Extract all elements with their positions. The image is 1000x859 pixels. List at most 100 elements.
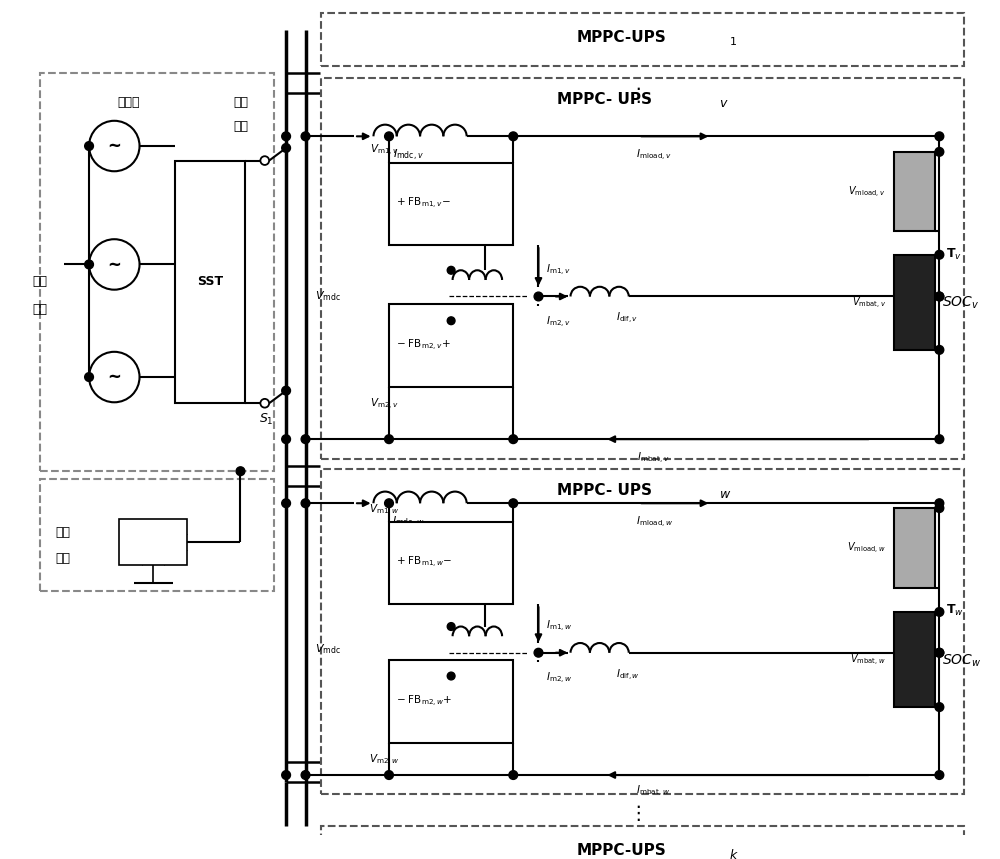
Circle shape — [534, 292, 543, 301]
Text: MPPC-UPS: MPPC-UPS — [577, 30, 667, 45]
Text: $V_{\rm mbat,}$$_v$: $V_{\rm mbat,}$$_v$ — [852, 295, 886, 311]
Circle shape — [935, 132, 944, 141]
Text: 电源: 电源 — [32, 302, 47, 315]
Bar — [894, 508, 935, 588]
Circle shape — [260, 156, 269, 165]
Circle shape — [447, 266, 455, 274]
Text: 交流: 交流 — [32, 276, 47, 289]
Text: $v$: $v$ — [719, 97, 729, 110]
Text: $I_{{\rm dif,}w}$: $I_{{\rm dif,}w}$ — [616, 667, 640, 683]
Circle shape — [282, 387, 290, 395]
Bar — [389, 304, 513, 387]
Text: $I_{\rm mdc,}$$_v$: $I_{\rm mdc,}$$_v$ — [393, 149, 424, 163]
Circle shape — [509, 132, 518, 141]
Circle shape — [935, 345, 944, 354]
Circle shape — [89, 121, 140, 171]
Circle shape — [509, 499, 518, 508]
Circle shape — [509, 435, 518, 443]
Text: $I_{{\rm m2,}w}$: $I_{{\rm m2,}w}$ — [546, 670, 573, 685]
Text: $I_{\rm mdc,}$$_w$: $I_{\rm mdc,}$$_w$ — [392, 515, 425, 530]
Text: $+$ FB$_{{\rm m1,}w}$$-$: $+$ FB$_{{\rm m1,}w}$$-$ — [396, 556, 452, 570]
Text: $I_{\rm mbat,}$$_v$: $I_{\rm mbat,}$$_v$ — [637, 451, 669, 466]
Text: $-$ FB$_{{\rm m2,}v}$$+$: $-$ FB$_{{\rm m2,}v}$$+$ — [396, 338, 451, 353]
Circle shape — [385, 499, 393, 508]
Bar — [894, 612, 935, 707]
Bar — [321, 825, 964, 859]
Circle shape — [282, 499, 290, 508]
Text: $V_{\rm mbat,}$$_w$: $V_{\rm mbat,}$$_w$ — [850, 653, 886, 668]
Circle shape — [935, 250, 944, 259]
Text: ~: ~ — [107, 137, 121, 155]
Circle shape — [935, 148, 944, 156]
Circle shape — [935, 435, 944, 443]
Circle shape — [85, 373, 93, 381]
Text: $I_{{\rm m1,}v}$: $I_{{\rm m1,}v}$ — [546, 263, 571, 277]
Bar — [175, 161, 245, 403]
Circle shape — [301, 435, 310, 443]
Text: $I_{\rm mload,}$$_v$: $I_{\rm mload,}$$_v$ — [636, 149, 672, 163]
Text: $V_{\rm mdc}$: $V_{\rm mdc}$ — [315, 642, 341, 655]
Circle shape — [935, 292, 944, 301]
Text: 电源: 电源 — [55, 552, 70, 565]
Circle shape — [282, 771, 290, 779]
Bar — [894, 152, 935, 231]
Bar — [321, 469, 964, 795]
Bar — [40, 73, 274, 472]
Text: $-$ FB$_{{\rm m2,}w}$$+$: $-$ FB$_{{\rm m2,}w}$$+$ — [396, 694, 452, 710]
Text: $I_{{\rm m1,}w}$: $I_{{\rm m1,}w}$ — [546, 619, 573, 634]
Circle shape — [447, 672, 455, 680]
Text: $I_{\rm mload,}$$_w$: $I_{\rm mload,}$$_w$ — [636, 515, 673, 530]
Text: $\mathbf{T}_w$: $\mathbf{T}_w$ — [946, 602, 964, 618]
Text: $SOC_w$: $SOC_w$ — [942, 652, 982, 668]
Text: ~: ~ — [107, 368, 121, 386]
Circle shape — [385, 132, 393, 141]
Text: 直流: 直流 — [233, 96, 248, 109]
Circle shape — [236, 466, 245, 476]
Circle shape — [85, 142, 93, 150]
Bar — [389, 521, 513, 604]
Circle shape — [935, 499, 944, 508]
Text: $V_{{\rm m1,}v}$: $V_{{\rm m1,}v}$ — [370, 143, 399, 158]
Circle shape — [447, 623, 455, 631]
Circle shape — [935, 703, 944, 711]
Circle shape — [385, 771, 393, 779]
Text: $V_{{\rm m2,}v}$: $V_{{\rm m2,}v}$ — [370, 397, 399, 411]
Text: 母线: 母线 — [233, 120, 248, 133]
Text: 直流: 直流 — [55, 526, 70, 539]
Text: ⋮: ⋮ — [629, 804, 648, 824]
Text: $V_{\rm mload,}$$_w$: $V_{\rm mload,}$$_w$ — [847, 541, 886, 557]
Text: MPPC-UPS: MPPC-UPS — [577, 844, 667, 858]
Text: $I_{{\rm m2,}v}$: $I_{{\rm m2,}v}$ — [546, 315, 571, 330]
Circle shape — [935, 649, 944, 657]
Text: $\mathbf{T}_v$: $\mathbf{T}_v$ — [946, 247, 962, 262]
Circle shape — [301, 499, 310, 508]
Circle shape — [89, 239, 140, 289]
Bar — [321, 13, 964, 66]
Circle shape — [447, 317, 455, 325]
Circle shape — [935, 771, 944, 779]
Bar — [40, 479, 274, 591]
Circle shape — [260, 399, 269, 408]
Circle shape — [85, 260, 93, 269]
Text: ~: ~ — [107, 255, 121, 273]
Circle shape — [282, 435, 290, 443]
Text: ⋮: ⋮ — [629, 86, 648, 105]
Text: $V_{{\rm m2,}w}$: $V_{{\rm m2,}w}$ — [369, 753, 399, 768]
Text: $S_1$: $S_1$ — [259, 412, 274, 427]
Circle shape — [534, 649, 543, 657]
Text: $SOC_v$: $SOC_v$ — [942, 295, 980, 312]
Text: $+$ FB$_{{\rm m1,}v}$$-$: $+$ FB$_{{\rm m1,}v}$$-$ — [396, 196, 451, 211]
Circle shape — [89, 352, 140, 402]
Bar — [321, 78, 964, 459]
Circle shape — [301, 132, 310, 141]
Text: SST: SST — [197, 276, 223, 289]
Text: $I_{{\rm dif,}v}$: $I_{{\rm dif,}v}$ — [616, 311, 638, 326]
Text: $w$: $w$ — [719, 488, 731, 501]
Circle shape — [935, 292, 944, 301]
Circle shape — [301, 771, 310, 779]
Text: 主电源: 主电源 — [118, 96, 140, 109]
Text: MPPC- UPS: MPPC- UPS — [557, 92, 652, 107]
Circle shape — [385, 435, 393, 443]
Text: $V_{{\rm m1,}w}$: $V_{{\rm m1,}w}$ — [369, 503, 399, 518]
Circle shape — [935, 607, 944, 616]
